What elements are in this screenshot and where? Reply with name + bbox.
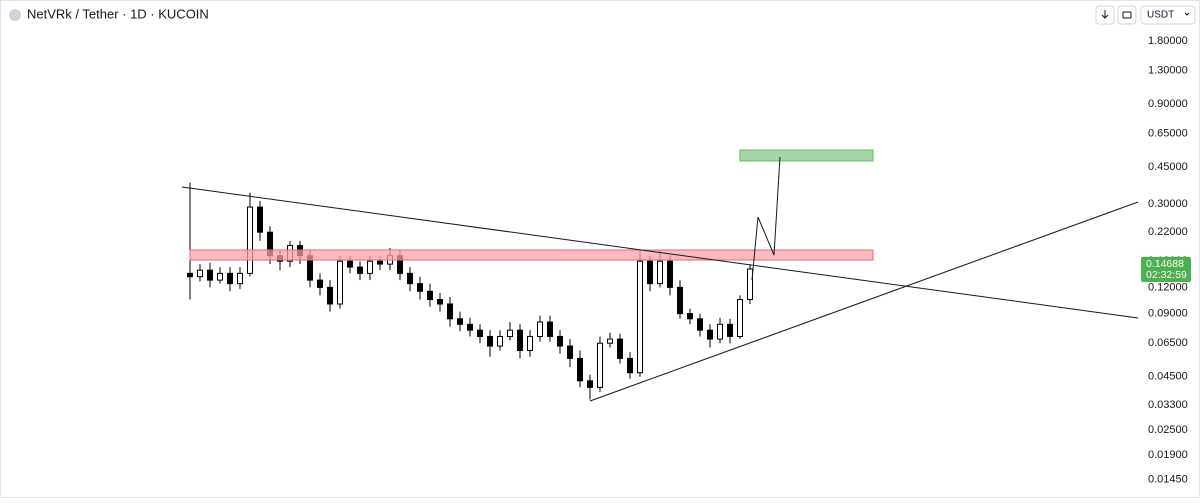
candle-body <box>647 260 653 285</box>
candle-body <box>637 260 643 374</box>
candle-body <box>457 318 463 325</box>
resistance-zone <box>189 249 874 261</box>
candle-body <box>407 272 413 285</box>
candle-body <box>337 260 343 305</box>
projection-path <box>751 156 781 281</box>
candle-body <box>727 323 733 337</box>
y-tick-label: 0.01450 <box>1148 474 1188 486</box>
candle-body <box>517 329 523 351</box>
candle-body <box>687 313 693 320</box>
candle-body <box>507 329 513 337</box>
symbol-icon <box>9 9 21 21</box>
y-tick-label: 0.12000 <box>1148 281 1188 293</box>
candle-body <box>257 206 263 233</box>
candle-body <box>437 299 443 305</box>
candle-body <box>667 260 673 288</box>
y-tick-label: 0.03300 <box>1148 399 1188 411</box>
candle-body <box>717 323 723 340</box>
lower-trendline <box>589 201 1139 402</box>
y-tick-label: 0.65000 <box>1148 128 1188 140</box>
candle-body <box>527 335 533 351</box>
candle-body <box>747 268 753 301</box>
candle-body <box>247 206 253 274</box>
candle-body <box>597 342 603 388</box>
candle-body <box>207 269 213 281</box>
target-zone <box>739 149 874 162</box>
countdown-label: 02:32:59 <box>1146 269 1187 281</box>
y-tick-label: 0.01900 <box>1148 449 1188 461</box>
candle-body <box>477 329 483 337</box>
y-tick-label: 0.45000 <box>1148 161 1188 173</box>
candle-body <box>357 266 363 274</box>
candle-body <box>237 272 243 285</box>
y-tick-label: 0.09000 <box>1148 307 1188 319</box>
candle-body <box>677 286 683 315</box>
candle-body <box>607 338 613 344</box>
candle-body <box>347 260 353 268</box>
candle-body <box>427 290 433 301</box>
candle-body <box>467 323 473 331</box>
candle-body <box>557 335 563 347</box>
candle-body <box>657 260 663 285</box>
candle-body <box>537 321 543 337</box>
candle-body <box>577 357 583 382</box>
candle-body <box>197 269 203 278</box>
refresh-icon <box>1122 11 1132 19</box>
currency-label: USDT <box>1147 10 1174 21</box>
y-tick-label: 0.22000 <box>1148 226 1188 238</box>
candle-body <box>447 303 453 320</box>
y-tick-label: 0.02500 <box>1148 424 1188 436</box>
drawings <box>181 149 1139 402</box>
candle-body <box>187 272 193 278</box>
candle-body <box>707 329 713 340</box>
currency-select[interactable] <box>1140 5 1196 25</box>
candle-body <box>417 283 423 292</box>
y-tick-label: 1.80000 <box>1148 35 1188 47</box>
candle-body <box>697 318 703 331</box>
y-tick-label: 0.06500 <box>1148 337 1188 349</box>
upper-trendline <box>181 186 1139 319</box>
candle-body <box>497 335 503 347</box>
candle-body <box>627 357 633 374</box>
candle-body <box>367 260 373 274</box>
price-label: 0.14688 <box>1146 258 1184 270</box>
y-tick-label: 0.90000 <box>1148 98 1188 110</box>
y-tick-label: 1.30000 <box>1148 64 1188 76</box>
candle-body <box>327 286 333 305</box>
candle-body <box>617 338 623 359</box>
chart-title: NetVRk / Tether · 1D · KUCOIN <box>27 6 209 21</box>
y-tick-label: 0.30000 <box>1148 198 1188 210</box>
candle-body <box>587 380 593 388</box>
candle-body <box>487 335 493 347</box>
candle-body <box>377 260 383 265</box>
candle-body <box>317 279 323 288</box>
y-tick-label: 0.04500 <box>1148 371 1188 383</box>
price-label-box <box>1141 256 1191 282</box>
candle-body <box>227 272 233 285</box>
candle-body <box>217 272 223 281</box>
candle-body <box>547 321 553 337</box>
candle-body <box>567 345 573 359</box>
refresh-button[interactable] <box>1117 5 1137 25</box>
dropdown-icon <box>1184 12 1190 16</box>
download-icon <box>1101 10 1109 19</box>
candle-body <box>737 299 743 337</box>
